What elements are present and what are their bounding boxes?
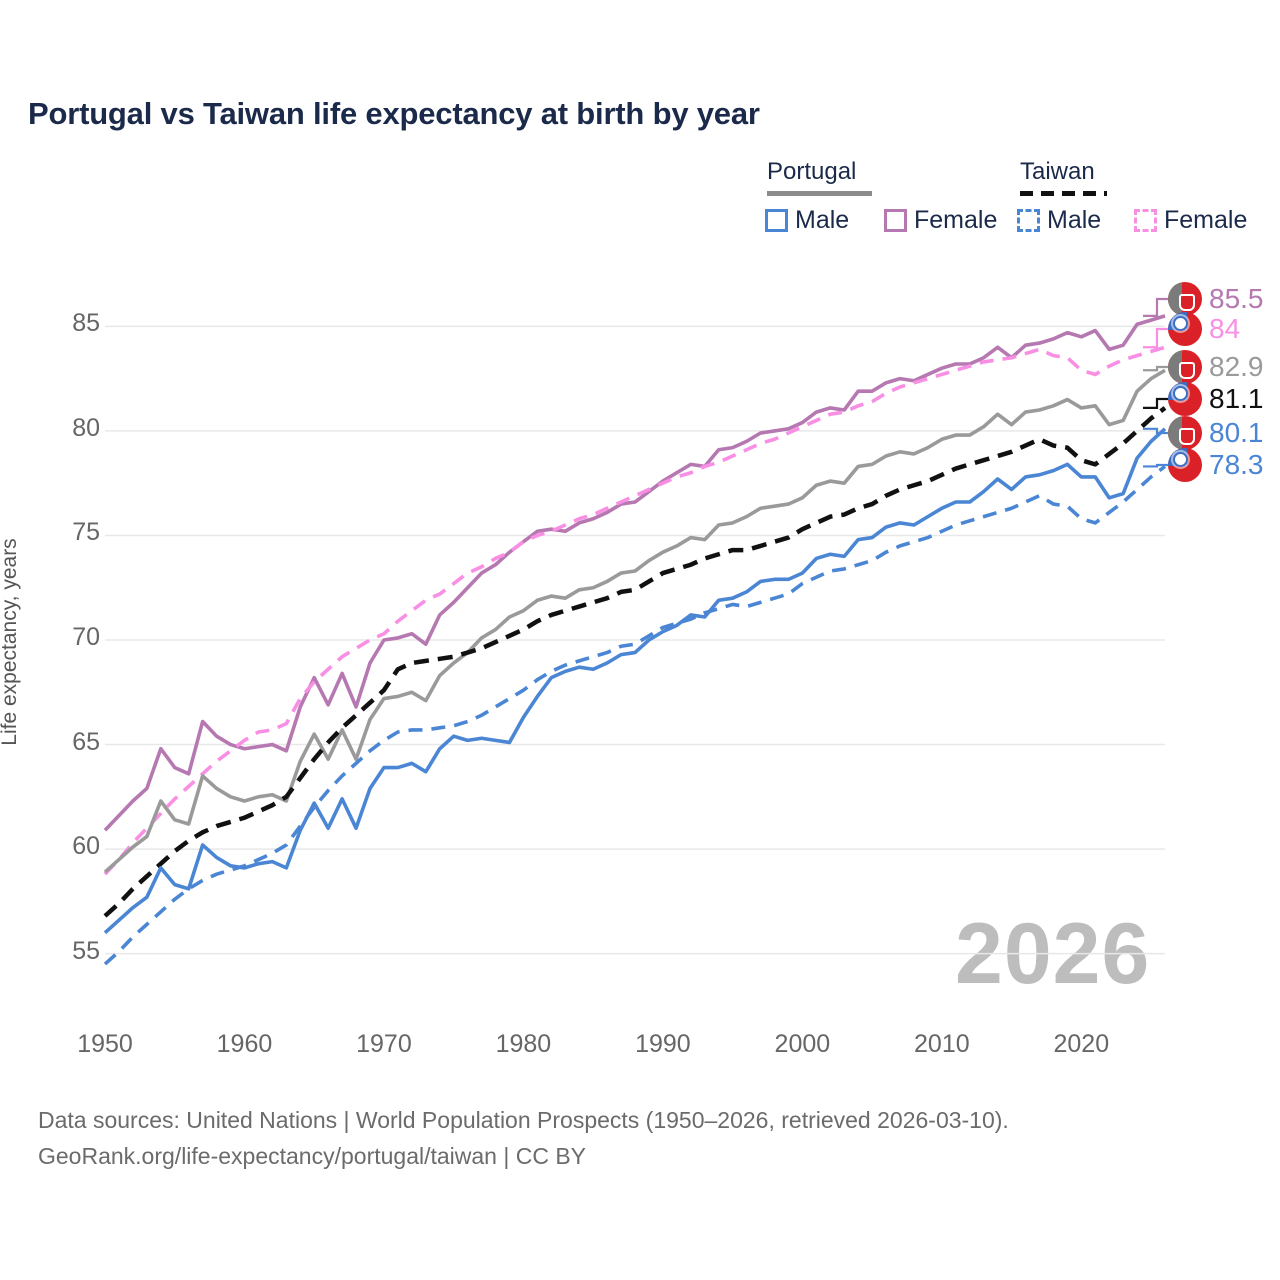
endpoint-connector — [1143, 297, 1168, 318]
endpoint-value: 82.9 — [1209, 351, 1264, 382]
endpoint-connector — [1143, 427, 1168, 435]
legend-swatch-portugal-female — [884, 209, 907, 232]
page-title: Portugal vs Taiwan life expectancy at bi… — [28, 96, 760, 131]
legend-item-taiwan-male[interactable]: Male — [1017, 208, 1101, 233]
endpoint-label-row: 84 — [1168, 312, 1240, 346]
x-axis-ticks: 1950 1960 1970 1980 1990 2000 2010 2020 — [0, 1030, 1280, 1070]
portugal-flag-icon — [1168, 282, 1202, 316]
endpoint-label-row: 82.9 — [1168, 350, 1264, 384]
endpoint-value: 78.3 — [1209, 449, 1264, 480]
x-tick-label: 2000 — [774, 1030, 831, 1058]
x-tick-label: 1970 — [356, 1030, 412, 1058]
series-paths — [103, 314, 1167, 966]
taiwan-flag-icon — [1168, 448, 1202, 482]
endpoint-label-row: 81.1 — [1168, 382, 1264, 416]
series-line — [103, 368, 1166, 874]
endpoint-value: 81.1 — [1209, 383, 1264, 414]
legend-swatch-taiwan-female — [1134, 209, 1157, 232]
legend-rule-taiwan-dashed — [1020, 191, 1107, 196]
endpoint-value: 80.1 — [1209, 417, 1264, 448]
footer-line-sources: Data sources: United Nations | World Pop… — [38, 1107, 1009, 1133]
legend-item-portugal-female[interactable]: Female — [884, 208, 997, 233]
legend-rule-portugal-solid — [767, 191, 872, 196]
y-tick-label: 55 — [72, 936, 100, 965]
portugal-flag-icon — [1168, 350, 1202, 384]
endpoint-label-row: 78.3 — [1168, 448, 1264, 482]
y-tick-label: 75 — [72, 518, 100, 547]
x-tick-label: 1980 — [495, 1030, 552, 1058]
endpoint-connector — [1143, 365, 1168, 372]
legend-group-portugal: Portugal — [767, 158, 857, 185]
footer: Data sources: United Nations | World Pop… — [38, 1103, 1009, 1174]
legend-label-taiwan-male: Male — [1047, 206, 1102, 234]
legend-label-portugal-male: Male — [795, 206, 850, 234]
x-tick-label: 2010 — [914, 1030, 970, 1058]
y-tick-label: 70 — [72, 623, 100, 651]
legend-group-taiwan: Taiwan — [1020, 158, 1095, 185]
y-axis-ticks: 55 60 65 70 75 80 85 — [48, 0, 100, 1280]
endpoint-connector — [1143, 397, 1168, 410]
endpoint-connector — [1143, 463, 1168, 468]
series-line — [103, 427, 1167, 935]
y-tick-label: 60 — [72, 832, 100, 861]
x-tick-label: 1990 — [635, 1030, 691, 1058]
endpoint-connector — [1143, 327, 1168, 349]
endpoint-value: 84 — [1209, 313, 1241, 344]
footer-line-credit[interactable]: GeoRank.org/life-expectancy/portugal/tai… — [38, 1142, 587, 1169]
endpoint-connectors — [1143, 297, 1168, 468]
legend-swatch-taiwan-male — [1017, 209, 1040, 232]
endpoint-label-row: 85.5 — [1168, 282, 1264, 316]
x-tick-label: 2020 — [1053, 1030, 1110, 1058]
endpoint-value: 85.5 — [1209, 283, 1264, 314]
series-line — [103, 406, 1167, 918]
y-axis-label: Life expectancy, years — [0, 538, 21, 746]
taiwan-flag-icon — [1168, 312, 1202, 346]
x-tick-label: 1950 — [77, 1030, 133, 1058]
endpoint-label-row: 80.1 — [1168, 416, 1264, 450]
chart-legend: Portugal Taiwan Male Female Male Female — [745, 158, 1255, 243]
series-line — [103, 314, 1166, 832]
y-tick-label: 85 — [72, 309, 100, 338]
legend-label-taiwan-female: Female — [1164, 206, 1248, 234]
legend-item-taiwan-female[interactable]: Female — [1134, 208, 1247, 233]
legend-item-portugal-male[interactable]: Male — [765, 208, 849, 233]
series-line — [103, 465, 1167, 966]
series-line — [103, 345, 1166, 876]
taiwan-flag-icon — [1168, 382, 1202, 416]
legend-label-portugal-female: Female — [914, 206, 998, 234]
x-tick-label: 1960 — [216, 1030, 273, 1058]
portugal-flag-icon — [1168, 416, 1202, 450]
y-tick-label: 80 — [72, 413, 100, 442]
y-tick-label: 65 — [72, 727, 100, 756]
legend-swatch-portugal-male — [765, 209, 788, 232]
